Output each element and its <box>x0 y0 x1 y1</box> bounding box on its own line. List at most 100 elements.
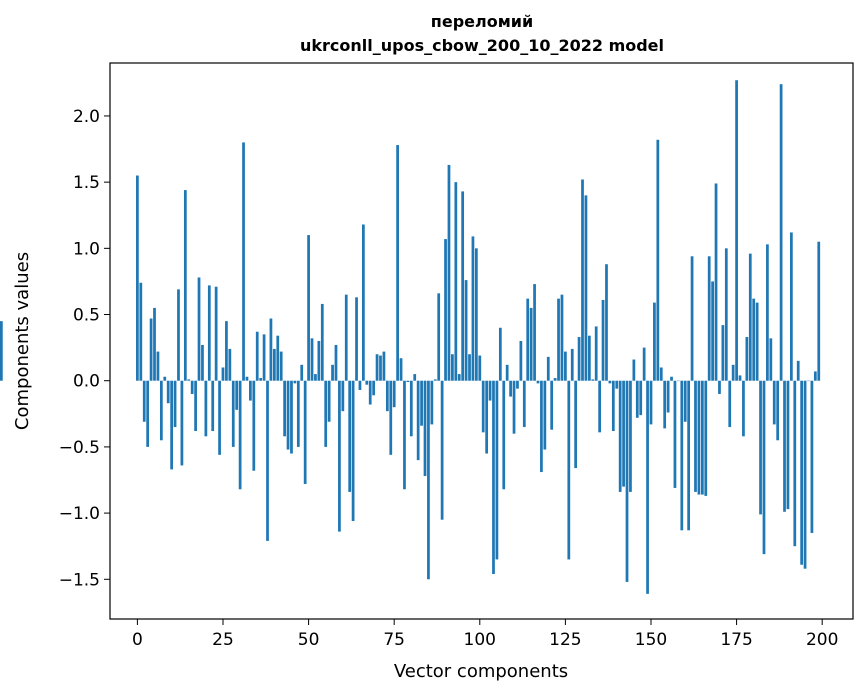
bar-63 <box>351 380 355 522</box>
y-tick-label: 0.5 <box>73 306 100 326</box>
plot-frame <box>109 62 854 620</box>
x-tick-label: 175 <box>720 630 752 650</box>
bar-181 <box>755 302 759 381</box>
bar-164 <box>697 380 701 495</box>
bar-24 <box>218 380 221 455</box>
bar-74 <box>389 380 393 455</box>
bar-70 <box>375 354 379 381</box>
bar-27 <box>228 348 232 381</box>
bar-3 <box>146 380 150 447</box>
bar-81 <box>413 374 417 381</box>
x-tick-label: 100 <box>464 630 496 650</box>
bar-172 <box>724 248 728 381</box>
bar-62 <box>348 380 352 492</box>
bar-189 <box>783 380 786 512</box>
bar-45 <box>290 380 293 454</box>
bar-179 <box>748 253 752 381</box>
bar-191 <box>790 232 793 381</box>
bar-83 <box>420 380 423 426</box>
bar-105 <box>495 380 499 560</box>
y-axis-ticks: −1.5 −1.0 −0.5 0.0 0.5 1.0 1.5 2.0 <box>59 107 110 590</box>
bar-78 <box>403 380 406 490</box>
bar-107 <box>502 380 506 490</box>
bar-22 <box>211 380 215 432</box>
x-axis-label: Vector components <box>394 661 568 682</box>
bar-21 <box>207 285 211 381</box>
bar-99 <box>474 248 478 381</box>
bar-138 <box>608 380 612 384</box>
bar-84 <box>423 380 427 477</box>
bar-143 <box>625 380 629 582</box>
bar-174 <box>731 364 735 381</box>
bar-116 <box>533 284 536 381</box>
bar-111 <box>516 380 519 389</box>
bar-37 <box>262 334 266 381</box>
bar-193 <box>796 360 800 381</box>
bar-90 <box>444 239 447 381</box>
bar-18 <box>197 277 201 381</box>
bar-192 <box>793 380 797 547</box>
bar-29 <box>235 380 239 410</box>
bar-114 <box>526 298 530 381</box>
bar-159 <box>680 380 684 531</box>
bar-15 <box>187 379 191 381</box>
bar-19 <box>201 344 204 381</box>
bar-170 <box>718 380 721 394</box>
bar-25 <box>221 367 225 381</box>
bar-98 <box>471 236 475 381</box>
bar-156 <box>670 376 673 381</box>
bar-182 <box>759 380 762 515</box>
bar-65 <box>358 380 362 390</box>
bar-55 <box>324 380 328 447</box>
bar-169 <box>714 183 718 381</box>
bar-94 <box>457 374 461 381</box>
bar-96 <box>464 280 468 381</box>
bar-14 <box>183 190 187 381</box>
bar-undefined <box>0 321 3 381</box>
bar-13 <box>180 380 184 466</box>
bar-118 <box>540 380 543 473</box>
bar-88 <box>437 293 441 381</box>
bar-54 <box>320 303 324 381</box>
bar-47 <box>296 380 300 447</box>
bar-57 <box>331 364 334 381</box>
bar-91 <box>447 164 451 381</box>
bar-41 <box>276 335 280 381</box>
bar-146 <box>635 380 639 418</box>
bar-163 <box>694 380 697 492</box>
bar-144 <box>629 380 632 492</box>
bar-92 <box>451 354 454 381</box>
bar-49 <box>303 380 307 484</box>
bar-153 <box>659 367 663 381</box>
bar-86 <box>430 380 434 425</box>
bar-178 <box>745 337 749 381</box>
bar-120 <box>546 356 550 381</box>
bar-38 <box>266 380 269 541</box>
bar-104 <box>492 380 495 574</box>
bar-95 <box>461 191 465 381</box>
bar-162 <box>690 256 694 381</box>
chart-title: переломий <box>431 12 533 31</box>
bar-165 <box>700 380 704 495</box>
bar-157 <box>673 380 677 488</box>
bar-184 <box>766 244 769 381</box>
bar-44 <box>286 380 290 450</box>
y-tick-label: 1.5 <box>73 173 100 193</box>
bar-177 <box>742 380 745 437</box>
bar-35 <box>255 331 259 381</box>
bar-32 <box>245 376 249 381</box>
bar-43 <box>283 380 286 437</box>
bar-48 <box>300 364 304 381</box>
bar-101 <box>481 380 485 433</box>
x-tick-label: 50 <box>298 630 320 650</box>
bar-148 <box>642 347 646 381</box>
y-tick-label: 0.0 <box>73 372 100 392</box>
bar-26 <box>225 321 228 381</box>
bar-23 <box>214 286 218 381</box>
bar-60 <box>341 380 345 412</box>
bar-152 <box>656 139 660 381</box>
bar-186 <box>772 380 776 425</box>
bar-40 <box>272 348 276 381</box>
bar-195 <box>803 380 807 569</box>
